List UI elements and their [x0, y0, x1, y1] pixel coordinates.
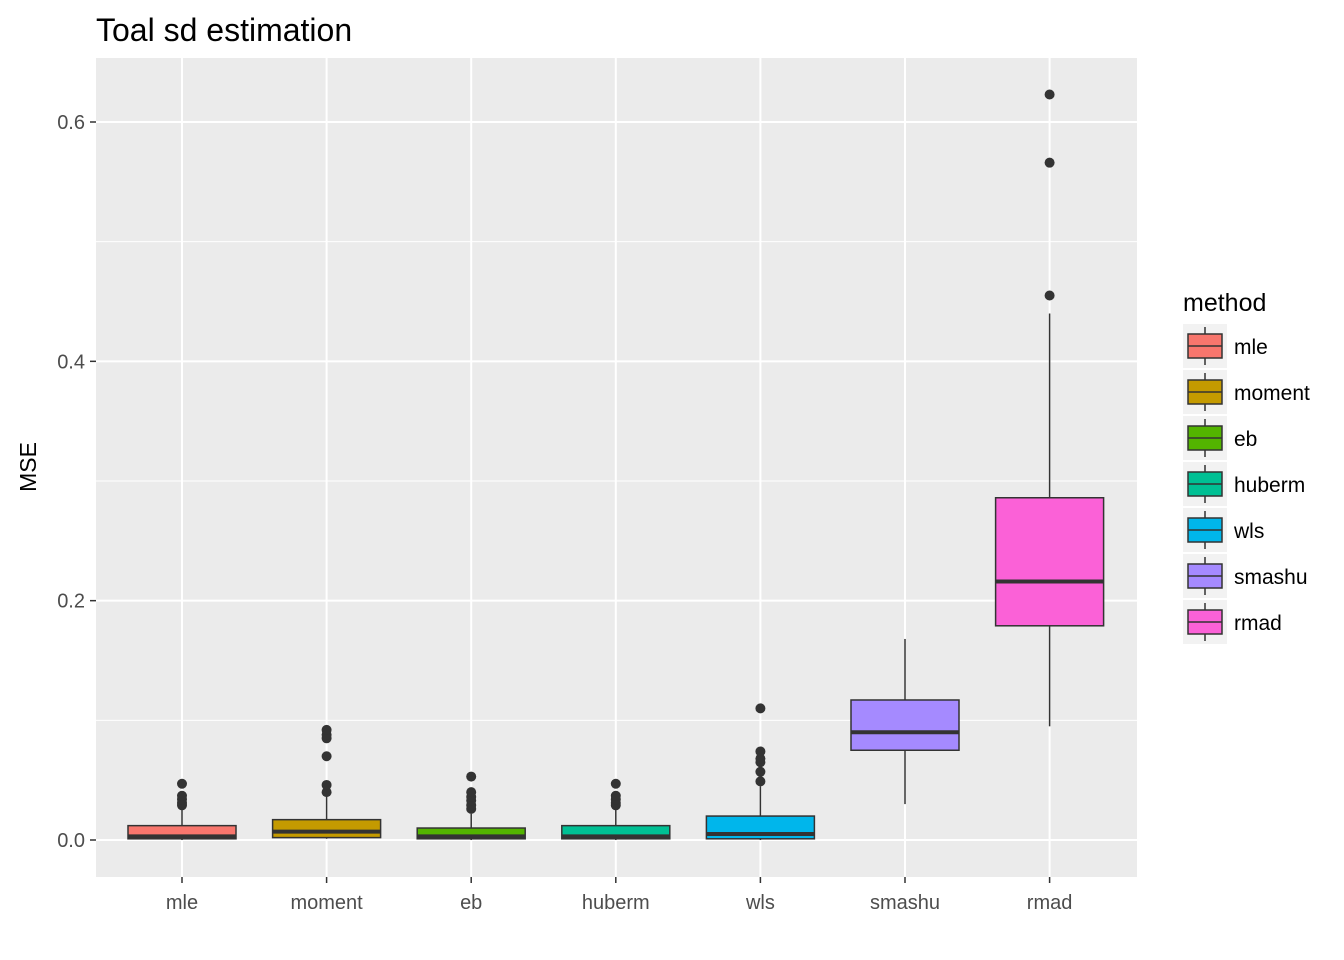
outlier-point [755, 766, 766, 777]
box-smashu [850, 638, 960, 805]
box-eb [416, 771, 526, 840]
legend-label: eb [1234, 428, 1257, 451]
y-axis: 0.0 0.2 0.4 0.6 [57, 112, 96, 852]
box-iqr [994, 497, 1105, 627]
x-tick-label: wls [745, 892, 775, 914]
outlier-point [755, 753, 766, 764]
outlier-point [610, 778, 621, 789]
box-huberm [561, 778, 671, 840]
legend-label: huberm [1234, 474, 1305, 497]
x-tick-label: rmad [1027, 892, 1073, 914]
legend-label: mle [1234, 336, 1268, 359]
legend-item-moment: moment [1183, 370, 1310, 414]
legend-label: moment [1234, 382, 1310, 405]
x-axis: mle moment eb huberm wls smashu rmad [166, 877, 1073, 914]
legend-item-huberm: huberm [1183, 462, 1305, 506]
boxes [127, 89, 1105, 840]
outlier-point [755, 746, 766, 757]
outlier-point [466, 771, 477, 782]
legend-item-rmad: rmad [1183, 600, 1282, 644]
outlier-point [466, 787, 477, 798]
legend-item-eb: eb [1183, 416, 1257, 460]
legend-title: method [1183, 289, 1266, 317]
y-axis-title: MSE [15, 442, 41, 492]
outlier-point [321, 724, 332, 735]
outlier-point [1044, 89, 1055, 100]
legend-label: wls [1233, 520, 1264, 543]
x-tick-label: smashu [870, 892, 940, 914]
outlier-point [1044, 290, 1055, 301]
box-moment [271, 724, 382, 839]
y-tick-label: 0.0 [57, 830, 85, 852]
box-mle [127, 778, 237, 840]
outlier-point [755, 776, 766, 787]
legend-item-wls: wls [1183, 508, 1264, 552]
chart-title: Toal sd estimation [96, 12, 352, 48]
outlier-point [610, 790, 621, 801]
outlier-point [321, 751, 332, 762]
legend-item-mle: mle [1183, 324, 1268, 368]
box-iqr [850, 699, 960, 751]
legend: method mle moment eb huberm wls smashu rmad [1183, 289, 1310, 644]
legend-item-smashu: smashu [1183, 554, 1308, 598]
y-tick-label: 0.4 [57, 351, 85, 373]
y-tick-label: 0.6 [57, 112, 85, 134]
box-iqr [416, 827, 526, 840]
x-tick-label: huberm [582, 892, 650, 914]
x-tick-label: mle [166, 892, 198, 914]
box-rmad [994, 89, 1105, 727]
outlier-point [177, 790, 187, 801]
box-iqr [271, 818, 382, 839]
outlier-point [1044, 157, 1055, 168]
outlier-point [321, 779, 332, 790]
box-wls [705, 703, 816, 840]
y-tick-label: 0.2 [57, 591, 85, 613]
outlier-point [755, 703, 766, 714]
x-tick-label: moment [290, 892, 363, 914]
legend-label: smashu [1234, 566, 1308, 589]
legend-label: rmad [1234, 612, 1282, 635]
outlier-point [321, 787, 332, 798]
x-tick-label: eb [460, 892, 482, 914]
outlier-point [177, 778, 187, 789]
